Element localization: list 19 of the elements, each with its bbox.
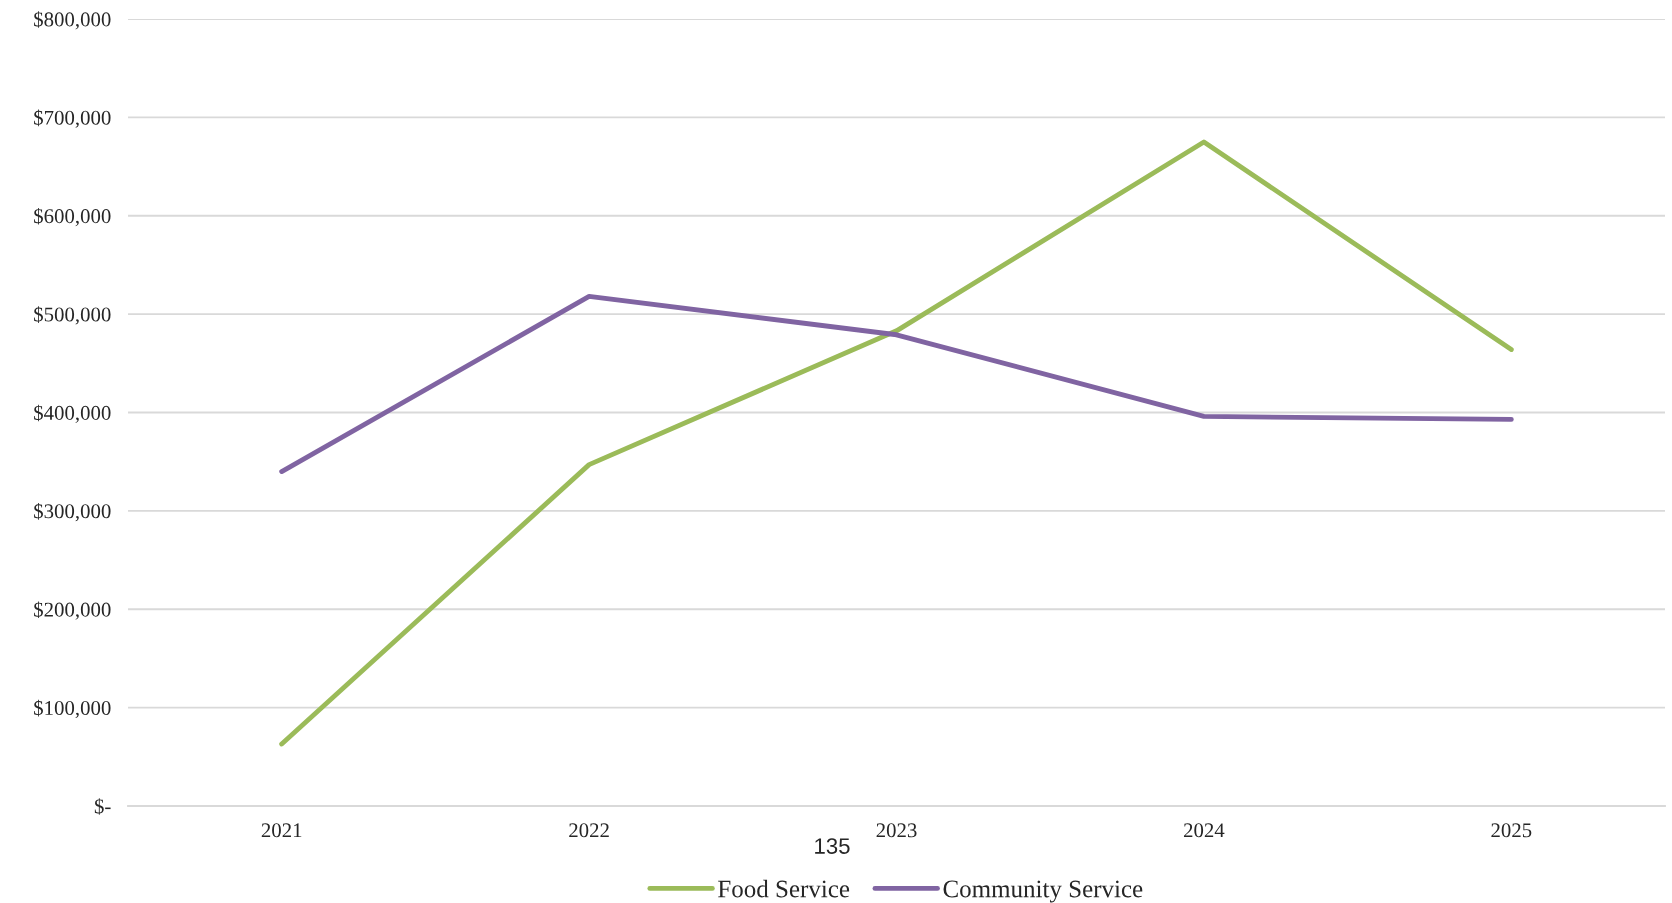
y-tick-label: $- — [94, 798, 111, 815]
x-tick-label: 2021 — [261, 823, 302, 838]
line-series — [279, 293, 1514, 474]
y-tick-label: $700,000 — [34, 109, 111, 128]
x-tick-label: 2022 — [569, 823, 609, 838]
legend-label: Community Service — [943, 880, 1143, 903]
y-tick-label: $800,000 — [34, 11, 111, 30]
line-series — [279, 139, 1514, 747]
y-tick-label: $600,000 — [34, 207, 111, 227]
y-tick-label: $200,000 — [34, 601, 111, 620]
x-tick-label: 2025 — [1491, 823, 1532, 838]
text: 135 — [815, 838, 850, 854]
y-tick-label: $100,000 — [34, 699, 111, 719]
y-tick-label: $500,000 — [34, 306, 111, 325]
y-tick-label: $400,000 — [34, 404, 111, 423]
x-tick-label: 2024 — [1183, 823, 1225, 838]
y-tick-label: $300,000 — [34, 503, 111, 522]
legend-label: Food Service — [718, 879, 850, 898]
x-tick-label: 2023 — [876, 823, 917, 838]
